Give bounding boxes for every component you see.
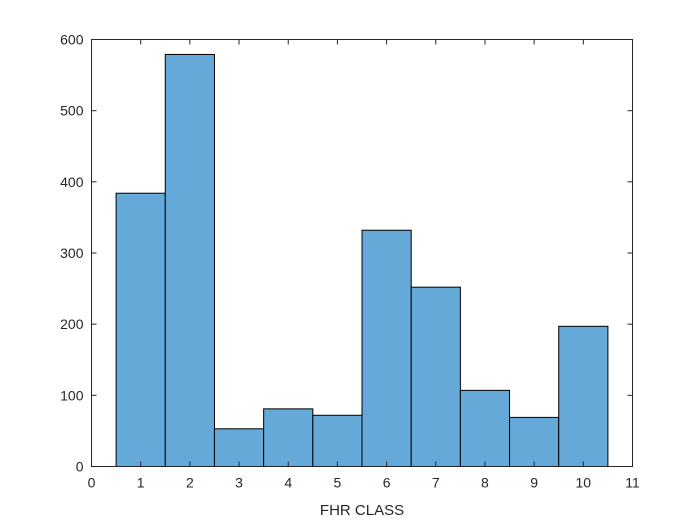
x-tick-label: 11 (625, 475, 640, 491)
x-tick-label: 7 (432, 475, 440, 491)
x-tick-label: 8 (481, 475, 489, 491)
x-tick-label: 2 (186, 475, 194, 491)
bar-10 (558, 325, 609, 467)
y-tick-label: 300 (60, 245, 84, 261)
x-tick-label: 6 (383, 475, 391, 491)
y-ticks: 0 100 200 300 400 500 600 (60, 32, 633, 475)
bar-5 (312, 414, 363, 468)
x-tick-label: 1 (137, 475, 145, 491)
y-tick-label: 600 (60, 32, 84, 48)
y-tick-label: 100 (60, 387, 84, 403)
bar-4 (263, 408, 314, 468)
x-tick-label: 4 (284, 475, 292, 491)
y-tick-label: 0 (76, 459, 84, 475)
y-tick-label: 400 (60, 174, 84, 190)
x-tick-label: 9 (530, 475, 538, 491)
y-tick-label: 200 (60, 316, 84, 332)
bar-8 (459, 389, 511, 467)
x-axis-label: FHR CLASS (320, 502, 404, 519)
bar-3 (213, 428, 265, 468)
bar-6 (361, 229, 412, 467)
x-tick-label: 0 (88, 475, 96, 491)
bar-2 (164, 53, 215, 467)
y-tick-label: 500 (60, 103, 84, 119)
x-tick-label: 5 (334, 475, 342, 491)
x-tick-label: 3 (235, 475, 243, 491)
bar-1 (115, 192, 166, 467)
x-ticks: 0 1 2 3 4 5 6 7 8 9 10 11 (88, 39, 640, 491)
bars-group (115, 53, 609, 468)
bar-9 (509, 416, 560, 467)
x-tick-label: 10 (576, 475, 592, 491)
bar-7 (410, 286, 461, 467)
